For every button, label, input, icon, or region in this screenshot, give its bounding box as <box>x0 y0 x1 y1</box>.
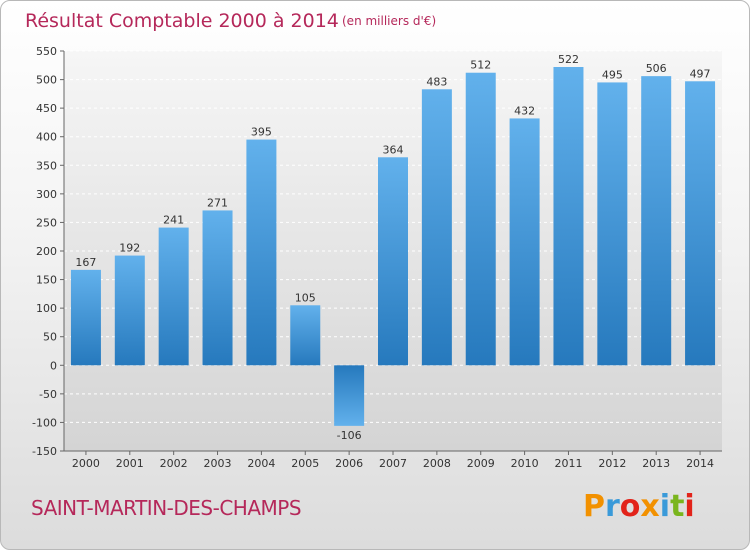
bar <box>509 118 540 366</box>
bar <box>70 269 101 366</box>
bar <box>334 365 365 426</box>
value-label: 506 <box>646 62 667 75</box>
y-tick-label: 500 <box>36 74 57 87</box>
logo-letter: P <box>583 489 605 524</box>
x-tick-label: 2009 <box>467 457 495 470</box>
x-tick-label: 2006 <box>335 457 363 470</box>
value-label: 271 <box>207 196 228 209</box>
x-tick-label: 2007 <box>379 457 407 470</box>
x-tick-label: 2013 <box>642 457 670 470</box>
x-tick-label: 2010 <box>511 457 539 470</box>
value-label: 522 <box>558 53 579 66</box>
y-tick-label: 350 <box>36 159 57 172</box>
value-label: 364 <box>383 143 404 156</box>
value-label: 512 <box>470 59 491 72</box>
value-label: 241 <box>163 214 184 227</box>
value-label: 432 <box>514 104 535 117</box>
x-tick-label: 2011 <box>554 457 582 470</box>
value-label: 495 <box>602 68 623 81</box>
x-tick-label: 2001 <box>116 457 144 470</box>
bar <box>158 227 189 366</box>
bar <box>378 157 408 366</box>
logo-letter: r <box>605 489 620 524</box>
logo-letter: o <box>620 489 641 524</box>
y-tick-label: 450 <box>36 102 57 115</box>
y-tick-label: 50 <box>43 331 57 344</box>
value-label: 497 <box>690 67 711 80</box>
x-tick-label: 2014 <box>686 457 714 470</box>
logo-letter: i <box>684 489 694 524</box>
y-tick-label: 550 <box>36 45 57 58</box>
bar <box>553 67 584 366</box>
x-tick-label: 2008 <box>423 457 451 470</box>
y-tick-label: -150 <box>32 445 57 458</box>
bar <box>421 89 452 366</box>
value-label: 395 <box>251 126 272 139</box>
y-tick-label: 0 <box>50 359 57 372</box>
y-tick-label: 100 <box>36 302 57 315</box>
x-tick-label: 2003 <box>204 457 232 470</box>
axes: -150 -100 -50 0 50 100 150 200 250 300 350 400 450 50… <box>32 45 722 470</box>
x-tick-label: 2000 <box>72 457 100 470</box>
bar <box>202 210 233 366</box>
y-tick-label: 150 <box>36 274 57 287</box>
bar <box>114 255 145 366</box>
value-label: -106 <box>337 429 362 442</box>
y-tick-label: 400 <box>36 131 57 144</box>
value-label: 192 <box>119 242 140 255</box>
x-tick-label: 2004 <box>247 457 275 470</box>
chart-title: Résultat Comptable 2000 à 2014 <box>25 10 339 32</box>
bar <box>290 305 321 366</box>
bar <box>685 81 716 366</box>
x-tick-label: 2012 <box>598 457 626 470</box>
logo-letter: i <box>660 489 670 524</box>
logo-letter: x <box>640 489 659 524</box>
y-tick-label: 250 <box>36 216 57 229</box>
x-tick-label: 2005 <box>291 457 319 470</box>
y-tick-label: -100 <box>32 416 57 429</box>
value-label: 483 <box>426 75 447 88</box>
bar <box>246 139 277 366</box>
commune-name: SAINT-MARTIN-DES-CHAMPS <box>31 496 301 520</box>
x-tick-label: 2002 <box>160 457 188 470</box>
value-label: 105 <box>295 291 316 304</box>
value-label: 167 <box>75 256 96 269</box>
y-tick-label: -50 <box>39 388 57 401</box>
proxiti-logo: Proxiti <box>583 489 695 524</box>
bars <box>70 67 716 426</box>
bar <box>641 76 672 366</box>
y-tick-label: 300 <box>36 188 57 201</box>
chart-subtitle: (en milliers d'€) <box>342 14 436 28</box>
y-tick-label: 200 <box>36 245 57 258</box>
logo-letter: t <box>670 489 684 524</box>
bar <box>465 72 496 366</box>
bar <box>597 82 628 366</box>
labels: 167 192 241 271 395 105 -106 364 483 512 432 522 495… <box>75 53 710 442</box>
